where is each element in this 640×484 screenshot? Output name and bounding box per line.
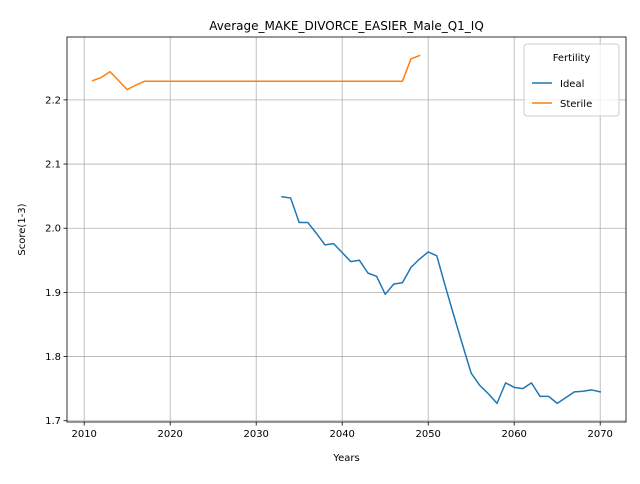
series-line-ideal [281,195,602,405]
y-axis-label: Score(1-3) [17,203,28,255]
legend-title: Fertility [553,53,591,64]
x-tick-label: 2040 [329,429,354,440]
legend-label-sterile: Sterile [560,99,592,110]
legend: Fertility Ideal Sterile [523,43,620,117]
series-line-sterile [91,54,421,91]
y-tick-label: 2.0 [45,224,61,235]
y-tick-label: 1.9 [45,288,61,299]
x-axis-label: Years [332,453,359,464]
legend-label-ideal: Ideal [560,79,584,90]
axis-ticks: 2010 2020 2030 2040 2050 2060 2070 1.7 1.8 1.9 2.0… [45,95,613,440]
x-tick-label: 2020 [157,429,182,440]
chart-title: Average_MAKE_DIVORCE_EASIER_Male_Q1_IQ [209,19,484,33]
legend-items: Ideal Sterile [532,79,592,110]
grid [67,37,626,422]
x-tick-label: 2010 [71,429,96,440]
x-tick-label: 2030 [243,429,268,440]
x-tick-label: 2070 [587,429,612,440]
y-tick-label: 2.2 [45,95,61,106]
y-tick-label: 1.7 [45,416,61,427]
x-tick-label: 2050 [415,429,440,440]
legend-box [523,43,620,117]
x-tick-label: 2060 [501,429,526,440]
series-lines [91,54,602,405]
y-tick-label: 1.8 [45,352,61,363]
y-tick-label: 2.1 [45,160,61,171]
plot-frame [66,36,627,423]
